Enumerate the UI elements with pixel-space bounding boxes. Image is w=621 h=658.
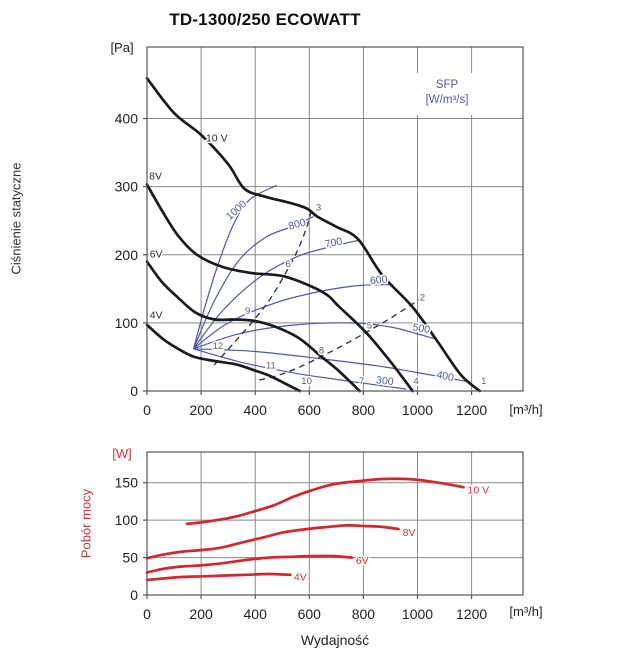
x-tick-label: 400 [244, 402, 268, 418]
sfp-curve-800 [192, 216, 314, 350]
x-tick-label: 0 [143, 606, 151, 622]
power-curve-6V [145, 554, 354, 574]
sfp-curve-label-600: 600 [369, 273, 388, 287]
x-tick-label: 800 [352, 402, 376, 418]
x-tick-label: 1000 [402, 606, 433, 622]
pressure-curve-10V [145, 76, 482, 393]
operating-point-label-6: 6 [286, 259, 291, 270]
power-curve-label-6V: 6V [356, 555, 369, 567]
operating-point-label-8: 8 [319, 346, 324, 357]
sfp-legend: SFP [W/m³/s] [406, 73, 488, 115]
x-tick-label: 600 [298, 606, 322, 622]
power-unit-label: [W] [112, 446, 132, 461]
x-tick-label: 600 [298, 402, 322, 418]
power-curve-4V [145, 572, 292, 582]
power-curve-label-8V: 8V [403, 527, 416, 539]
sfp-legend-title: SFP [435, 79, 459, 91]
y-tick-label: 300 [115, 179, 139, 195]
y-tick-label: 50 [122, 550, 138, 566]
pressure-curve-4V [145, 323, 302, 393]
pressure-curve-label-8V: 8V [149, 171, 162, 183]
operating-point-label-11: 11 [266, 361, 276, 372]
operating-point-label-10: 10 [301, 376, 312, 387]
pressure-curve-6V [145, 260, 361, 393]
operating-point-label-7: 7 [359, 376, 364, 387]
x-tick-label: 200 [189, 606, 213, 622]
sfp-curve-500 [193, 322, 434, 350]
sfp-curve-1000 [192, 184, 278, 349]
sfp-curve-400 [193, 348, 471, 383]
page-title: TD-1300/250 ECOWATT [169, 10, 361, 29]
sfp-curve-label-500: 500 [412, 321, 431, 336]
sfp-curve-700 [193, 239, 359, 350]
sfp-curve-label-300: 300 [375, 374, 394, 388]
operating-point-label-3: 3 [316, 202, 321, 213]
x-tick-label: 1200 [456, 606, 487, 622]
y-tick-label: 100 [115, 512, 139, 528]
x-tick-label: 400 [244, 606, 268, 622]
pressure-curve-label-10V: 10 V [206, 133, 228, 145]
y-tick-label: 150 [115, 475, 139, 491]
sfp-legend-unit: [W/m³/s] [425, 94, 469, 106]
x-tick-label: 200 [189, 402, 213, 418]
sfp-curve-label-400: 400 [435, 369, 455, 384]
sfp-curve-600 [193, 284, 394, 350]
sfp-curve-label-700: 700 [324, 235, 344, 250]
sfp-curve-label-800: 800 [287, 216, 307, 232]
flow-unit-label-bottom: [m³/h] [509, 604, 543, 619]
operating-point-label-9: 9 [245, 306, 250, 317]
flow-unit-label-top: [m³/h] [509, 402, 543, 417]
flow-axis-label: Wydajność [300, 632, 370, 648]
y-tick-label: 200 [115, 247, 139, 263]
pressure-curve-8V [145, 183, 414, 393]
power-curve-label-10V: 10 V [468, 484, 490, 496]
x-tick-label: 1200 [456, 402, 487, 418]
operating-point-label-1: 1 [481, 376, 486, 387]
plot-frame [146, 46, 524, 392]
x-tick-label: 1000 [402, 402, 433, 418]
y-tick-label: 400 [115, 111, 139, 127]
y-tick-label: 0 [130, 587, 138, 603]
operating-point-label-2: 2 [420, 292, 425, 303]
power-curve-10V [185, 477, 465, 526]
y-tick-label: 100 [115, 315, 139, 331]
power-curve-label-4V: 4V [294, 571, 307, 583]
x-tick-label: 800 [352, 606, 376, 622]
pressure-unit-label: [Pa] [110, 40, 134, 55]
dashed-system-line-1 [213, 208, 313, 366]
sfp-curve-300 [193, 348, 407, 390]
operating-point-label-4: 4 [414, 376, 419, 387]
pressure-curve-label-6V: 6V [150, 248, 163, 260]
plot-frame [146, 451, 524, 596]
x-tick-label: 0 [143, 402, 151, 418]
power-curve-8V [145, 524, 400, 560]
pressure-curve-label-4V: 4V [150, 310, 163, 322]
dashed-system-line-2 [259, 295, 426, 381]
operating-point-label-5: 5 [367, 320, 372, 331]
operating-point-label-12: 12 [213, 341, 224, 352]
y-tick-label: 0 [130, 383, 138, 399]
